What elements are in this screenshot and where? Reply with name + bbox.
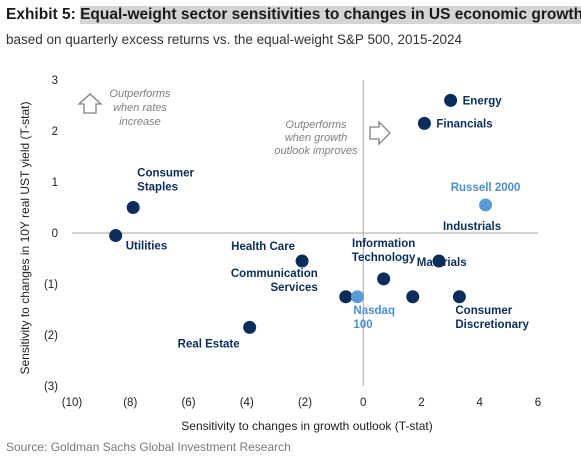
- scatter-chart: (10) (8) (6) (4) (2) 0 2 4 6 3 2 1 0 (1) (2) (3) Sensiti…: [18, 75, 541, 433]
- x-tick-label: (4): [240, 397, 254, 409]
- x-tick-label: 2: [418, 397, 424, 409]
- right-arrow-icon: [369, 120, 391, 146]
- point-communication-services: [339, 290, 353, 304]
- y-tick-label: 1: [52, 177, 58, 189]
- point-industrials: [432, 254, 446, 268]
- point-label: Consumer Discretionary: [455, 305, 529, 331]
- point-label: Nasdaq 100: [353, 305, 395, 331]
- point-label: Real Estate: [178, 338, 240, 350]
- point-consumer-staples: [126, 201, 140, 214]
- point-utilities: [109, 229, 123, 243]
- point-consumer-discretionary: [452, 290, 466, 304]
- point-label: Health Care: [231, 241, 295, 253]
- exhibit-title-highlight: Equal-weight sector sensitivities to cha…: [80, 6, 581, 24]
- x-axis-title: Sensitivity to changes in growth outlook…: [181, 419, 432, 433]
- y-tick-label: (2): [44, 330, 58, 342]
- x-tick-label: 4: [477, 397, 484, 409]
- point-nasdaq-100: [350, 290, 364, 304]
- x-tick-label: (8): [123, 397, 137, 409]
- point-label: Materials: [417, 257, 467, 269]
- x-tick-label: (10): [62, 397, 83, 409]
- point-label: Russell 2000: [451, 182, 521, 194]
- x-tick-label: 6: [535, 397, 541, 409]
- point-energy: [444, 93, 458, 107]
- exhibit-title: Exhibit 5: Equal-weight sector sensitivi…: [6, 6, 581, 28]
- x-tick-label: (2): [298, 397, 312, 409]
- y-axis-title: Sensitivity to changes in 10Y real UST y…: [18, 101, 32, 374]
- point-label: Communication Services: [231, 268, 318, 294]
- y-tick-label: 0: [52, 228, 58, 240]
- point-label: Information Technology: [352, 238, 416, 264]
- point-label: Industrials: [443, 221, 501, 233]
- point-label: Utilities: [126, 241, 168, 253]
- y-tick-label: 3: [52, 75, 58, 87]
- point-real-estate: [243, 320, 257, 334]
- point-russell-2000: [479, 198, 493, 212]
- source-note: Source: Goldman Sachs Global Investment …: [6, 440, 291, 454]
- y-tick-label: (3): [44, 381, 58, 393]
- point-financials: [417, 116, 431, 130]
- up-arrow-icon: [77, 93, 103, 114]
- annotation-growth: Outperforms when growth outlook improves: [274, 119, 358, 157]
- chart-subtitle: based on quarterly excess returns vs. th…: [6, 32, 463, 47]
- point-label: Energy: [463, 95, 503, 107]
- point-health-care: [295, 254, 309, 268]
- point-label: Financials: [436, 118, 492, 130]
- x-tick-label: 0: [360, 397, 366, 409]
- x-tick-label: (6): [181, 397, 195, 409]
- exhibit-prefix: Exhibit 5:: [6, 6, 81, 23]
- point-materials: [406, 290, 420, 304]
- point-label: Consumer Staples: [137, 168, 194, 194]
- y-tick-label: 2: [52, 126, 58, 138]
- y-tick-label: (1): [44, 279, 58, 291]
- point-information-technology: [377, 272, 391, 286]
- annotation-rates: Outperforms when rates increase: [109, 88, 171, 128]
